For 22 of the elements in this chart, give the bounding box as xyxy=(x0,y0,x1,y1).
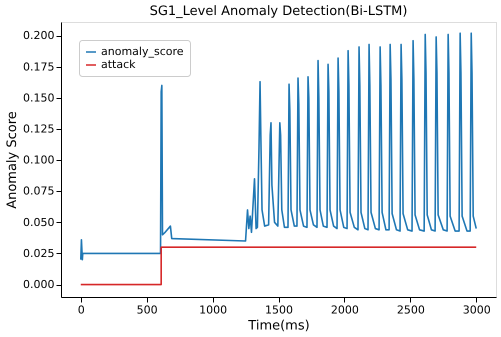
legend-label: attack xyxy=(101,58,136,71)
chart-title: SG1_Level Anomaly Detection(Bi-LSTM) xyxy=(150,4,408,19)
y-tick-label: 0.175 xyxy=(23,60,54,74)
y-tick-label: 0.000 xyxy=(23,278,54,292)
x-axis-title: Time(ms) xyxy=(247,318,310,334)
y-tick-label: 0.025 xyxy=(23,246,54,260)
y-tick-label: 0.200 xyxy=(23,29,54,42)
y-tick-label: 0.125 xyxy=(23,122,54,136)
legend-label: anomaly_score xyxy=(101,45,184,58)
x-tick-label: 500 xyxy=(136,304,158,316)
y-tick-label: 0.050 xyxy=(23,216,54,229)
x-tick-label: 0 xyxy=(78,304,85,316)
y-tick-label: 0.100 xyxy=(23,154,54,167)
y-tick-label: 0.150 xyxy=(23,91,54,104)
x-tick-label: 3000 xyxy=(462,304,491,316)
x-tick-label: 2000 xyxy=(330,304,359,316)
x-tick-label: 1500 xyxy=(265,304,293,316)
x-tick-label: 1000 xyxy=(199,304,228,316)
y-axis-title: Anomaly Score xyxy=(5,111,20,209)
line-series xyxy=(80,32,478,260)
x-tick-label: 2500 xyxy=(396,304,425,316)
y-tick-label: 0.075 xyxy=(23,184,54,198)
